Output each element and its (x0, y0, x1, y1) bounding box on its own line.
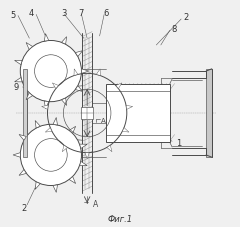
Polygon shape (80, 162, 87, 166)
Polygon shape (122, 128, 129, 133)
Text: Фиг.1: Фиг.1 (108, 214, 132, 223)
Polygon shape (44, 35, 49, 42)
Polygon shape (53, 118, 58, 125)
Bar (81, 108, 93, 119)
Circle shape (20, 125, 81, 186)
Text: 2: 2 (21, 203, 26, 212)
Polygon shape (96, 69, 100, 76)
Circle shape (20, 41, 81, 102)
Polygon shape (126, 106, 133, 110)
Text: 1: 1 (176, 138, 181, 147)
Circle shape (35, 139, 67, 171)
Polygon shape (69, 177, 76, 184)
Polygon shape (26, 43, 33, 50)
Polygon shape (45, 128, 52, 133)
Polygon shape (85, 153, 89, 159)
Polygon shape (44, 102, 49, 109)
Polygon shape (35, 182, 40, 190)
Polygon shape (69, 127, 76, 134)
Text: 2: 2 (183, 13, 188, 22)
Polygon shape (19, 170, 26, 176)
Text: 9: 9 (13, 83, 18, 92)
Text: 3: 3 (62, 9, 67, 17)
Text: A: A (101, 118, 106, 124)
Bar (206, 69, 212, 158)
Polygon shape (75, 86, 83, 92)
Polygon shape (13, 153, 20, 158)
Polygon shape (15, 78, 22, 82)
Text: 5: 5 (11, 11, 16, 20)
Circle shape (35, 56, 67, 88)
Polygon shape (61, 99, 67, 106)
Text: 6: 6 (104, 9, 109, 17)
Polygon shape (15, 61, 22, 65)
Polygon shape (35, 121, 40, 128)
Polygon shape (74, 69, 78, 76)
Bar (23, 69, 27, 158)
Text: A: A (93, 199, 98, 208)
Text: 7: 7 (79, 9, 84, 17)
Text: 8: 8 (172, 25, 177, 33)
Polygon shape (26, 93, 33, 100)
Polygon shape (62, 146, 67, 152)
Polygon shape (80, 145, 87, 149)
Polygon shape (75, 51, 83, 57)
Polygon shape (116, 84, 122, 89)
Text: 4: 4 (29, 9, 34, 17)
Polygon shape (81, 69, 89, 74)
Polygon shape (107, 146, 112, 152)
Bar (106, 84, 170, 143)
Polygon shape (61, 37, 67, 45)
Polygon shape (42, 106, 48, 110)
Polygon shape (52, 84, 59, 89)
Polygon shape (19, 135, 26, 141)
Polygon shape (53, 185, 58, 192)
